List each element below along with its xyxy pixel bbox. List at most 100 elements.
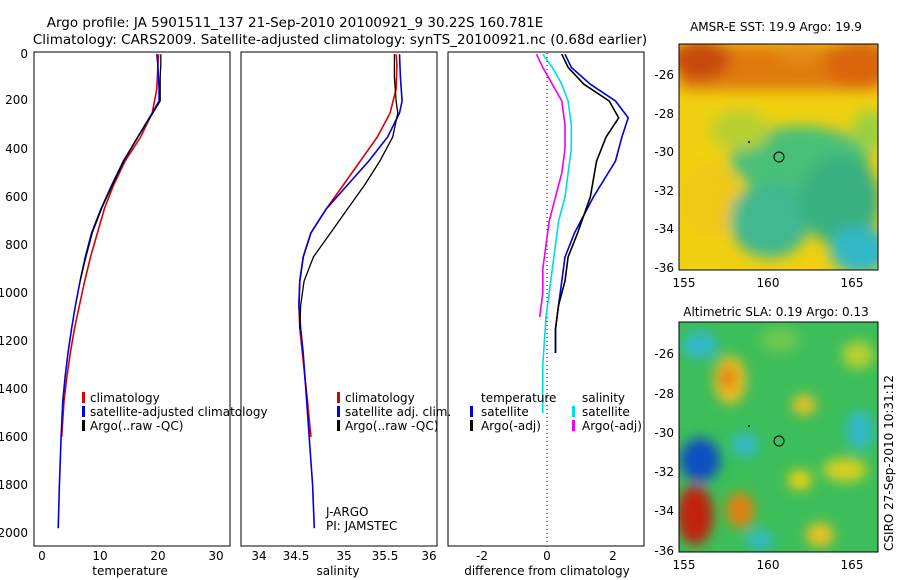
sla-ytick-32: -32 (654, 465, 674, 479)
sla-map-title: Altimetric SLA: 0.19 Argo: 0.13 (683, 305, 868, 319)
sst-previous-position (748, 141, 750, 143)
legend-swatch-climatology (82, 392, 85, 403)
difference-legend: temperature satellite Argo(-adj) salinit… (470, 391, 642, 433)
legend-swatch-argo (82, 420, 85, 431)
salinity-tick-36: 36 (421, 549, 436, 563)
salinity-legend-label-climatology: climatology (345, 391, 415, 405)
difference-temperature-satellite-line (554, 53, 630, 353)
depth-tick-1400: 1400 (0, 382, 28, 396)
sla-ytick-34: -34 (654, 504, 674, 518)
sla-previous-position (748, 425, 750, 427)
salinity-argo-line (299, 54, 399, 330)
difference-legend-salinity-title: salinity (582, 391, 625, 405)
depth-tick-1800: 1800 (0, 478, 28, 492)
depth-tick-200: 200 (5, 93, 28, 107)
difference-series (535, 53, 630, 413)
sla-xtick-160: 160 (757, 558, 780, 572)
difference-temperature-argo-line (554, 53, 620, 353)
difference-tick-2: 2 (609, 549, 617, 563)
depth-tick-1000: 1000 (0, 286, 28, 300)
salinity-axis-label: salinity (316, 564, 359, 578)
sla-float-marker (773, 435, 785, 447)
salinity-climatology-line (298, 54, 398, 438)
figure-title-line2: Climatology: CARS2009. Satellite-adjuste… (33, 32, 647, 48)
difference-tick-minus2: -2 (476, 549, 488, 563)
difference-panel-frame (447, 51, 645, 547)
difference-legend-temperature-title: temperature (481, 391, 556, 405)
sst-ytick-34: -34 (654, 222, 674, 236)
difference-legend-label-temp-argo: Argo(-adj) (481, 419, 541, 433)
sst-map-title: AMSR-E SST: 19.9 Argo: 19.9 (690, 20, 862, 34)
depth-tick-1200: 1200 (0, 334, 28, 348)
difference-legend-label-temp-satellite: satellite (481, 405, 529, 419)
sst-xtick-160: 160 (757, 276, 780, 290)
sst-ytick-26: -26 (654, 68, 674, 82)
legend-swatch-satellite-adjusted (82, 406, 85, 417)
difference-tick-0: 0 (543, 549, 551, 563)
salinity-legend-swatch-climatology (337, 392, 340, 403)
difference-axis-label: difference from climatology (464, 564, 630, 578)
difference-legend-label-sal-satellite: satellite (582, 405, 630, 419)
sst-ytick-28: -28 (654, 107, 674, 121)
difference-legend-label-sal-argo: Argo(-adj) (582, 419, 642, 433)
sla-xtick-165: 165 (841, 558, 864, 572)
sst-x-ticks: 155 160 165 (673, 276, 864, 290)
difference-salinity-argo-line (535, 53, 566, 318)
salinity-tick-35: 35 (336, 549, 351, 563)
sst-map-image (679, 44, 878, 270)
sla-xtick-155: 155 (673, 558, 696, 572)
salinity-legend-label-argo: Argo(..raw -QC) (345, 419, 438, 433)
difference-legend-swatch-temp-argo (470, 420, 473, 431)
difference-legend-swatch-sal-argo (572, 420, 575, 431)
temperature-tick-30: 30 (208, 549, 223, 563)
difference-legend-swatch-sal-satellite (572, 406, 575, 417)
temperature-panel-frame (33, 51, 231, 547)
sla-ytick-30: -30 (654, 426, 674, 440)
depth-tick-0: 0 (20, 47, 28, 61)
sst-ytick-30: -30 (654, 145, 674, 159)
temperature-series (57, 54, 162, 529)
salinity-legend-label-satellite: satellite adj. clim. (345, 405, 451, 419)
temperature-argo-line (79, 54, 162, 282)
salinity-x-ticks: 34 34.5 35 35.5 36 (251, 549, 436, 563)
temperature-axis-label: temperature (92, 564, 167, 578)
salinity-panel-frame (240, 51, 438, 547)
difference-legend-swatch-temp-satellite (470, 406, 473, 417)
legend-label-climatology: climatology (90, 391, 160, 405)
sst-xtick-165: 165 (841, 276, 864, 290)
legend-label-satellite-adjusted: satellite-adjusted climatology (90, 405, 268, 419)
sst-map-frame (678, 43, 879, 271)
depth-tick-labels: 0 200 400 600 800 1000 1200 1400 1600 18… (0, 47, 28, 540)
temperature-tick-0: 0 (38, 549, 46, 563)
sla-ytick-28: -28 (654, 387, 674, 401)
temperature-legend: climatology satellite-adjusted climatolo… (82, 391, 268, 433)
salinity-annotation-line2: PI: JAMSTEC (326, 519, 397, 533)
temperature-tick-20: 20 (150, 549, 165, 563)
sla-ytick-36: -36 (654, 544, 674, 558)
sla-map-frame (678, 321, 879, 553)
difference-salinity-satellite-line (542, 53, 573, 413)
depth-tick-1600: 1600 (0, 430, 28, 444)
temperature-climatology-line (60, 54, 160, 438)
legend-label-argo: Argo(..raw -QC) (90, 419, 183, 433)
temperature-tick-10: 10 (92, 549, 107, 563)
salinity-legend: climatology satellite adj. clim. Argo(..… (337, 391, 451, 433)
salinity-legend-swatch-satellite (337, 406, 340, 417)
sst-ytick-36: -36 (654, 261, 674, 275)
sla-ytick-26: -26 (654, 347, 674, 361)
depth-tick-800: 800 (5, 238, 28, 252)
depth-tick-400: 400 (5, 142, 28, 156)
depth-tick-2000: 2000 (0, 526, 28, 540)
difference-x-ticks: -2 0 2 (476, 549, 617, 563)
salinity-legend-swatch-argo (337, 420, 340, 431)
temperature-x-ticks: 0 10 20 30 (38, 549, 223, 563)
temperature-satellite-adjusted-line (57, 54, 160, 529)
salinity-satellite-adjusted-line (298, 54, 403, 529)
salinity-tick-34: 34 (251, 549, 266, 563)
figure-title-line1: Argo profile: JA 5901511_137 21-Sep-2010… (47, 15, 544, 31)
sst-y-ticks: -26 -28 -30 -32 -34 -36 (654, 68, 674, 275)
sla-x-ticks: 155 160 165 (673, 558, 864, 572)
sst-xtick-155: 155 (673, 276, 696, 290)
sst-ytick-32: -32 (654, 184, 674, 198)
